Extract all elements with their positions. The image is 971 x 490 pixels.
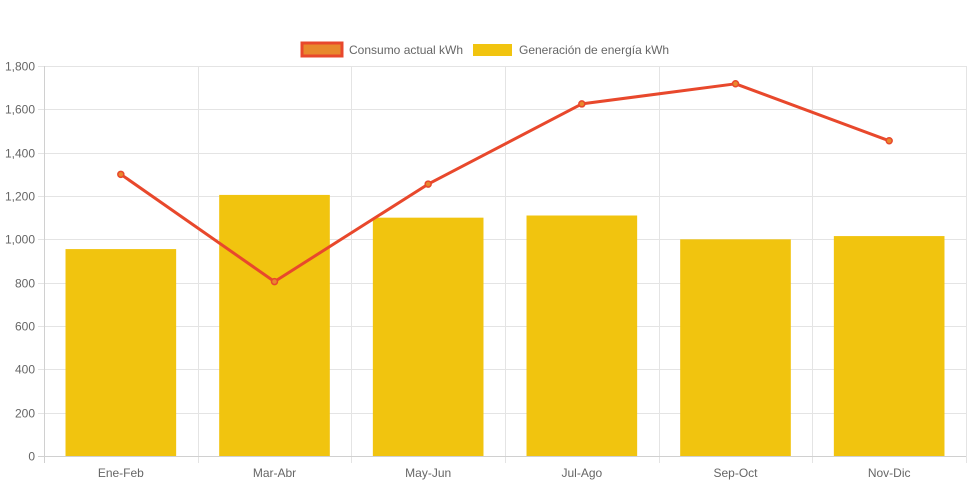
point-consumo-sep-oct (731, 80, 740, 88)
x-tick-label: Jul-Ago (561, 466, 602, 480)
legend-item-consumo[interactable]: Consumo actual kWh (300, 41, 463, 58)
point-consumo-jul-ago (578, 100, 586, 108)
y-tick-label: 1,800 (5, 60, 35, 74)
point-consumo-may-jun (424, 180, 432, 188)
bar-generacion-nov-dic (833, 236, 945, 456)
legend-item-generacion[interactable]: Generación de energía kWh (473, 43, 669, 57)
x-tick-label: Mar-Abr (253, 466, 296, 480)
legend-swatch-consumo (300, 41, 344, 58)
line-path-consumo (119, 82, 890, 284)
x-tick-label: May-Jun (405, 466, 451, 480)
bar-series-generacion (65, 194, 945, 456)
point-consumo-mar-abr (270, 277, 279, 286)
y-tick-label: 600 (15, 320, 35, 334)
line-series-consumo (117, 80, 893, 286)
legend-label-consumo: Consumo actual kWh (349, 43, 463, 57)
y-tick-label: 800 (15, 277, 35, 291)
bar-generacion-jul-ago (526, 215, 638, 456)
y-axis: 0 200 400 600 800 1,000 1,200 1,400 1,600 1,800 (5, 60, 45, 464)
x-axis: Ene-Feb Mar-Abr May-Jun Jul-Ago Sep-Oct Nov-D… (38, 456, 966, 480)
y-tick-label: 200 (15, 407, 35, 421)
legend-label-generacion: Generación de energía kWh (519, 43, 669, 57)
x-tick-label: Nov-Dic (868, 466, 911, 480)
legend-swatch-generacion (473, 44, 512, 56)
y-tick-label: 1,400 (5, 147, 35, 161)
y-tick-label: 1,600 (5, 103, 35, 117)
y-tick-label: 400 (15, 363, 35, 377)
point-consumo-ene-feb (117, 170, 125, 179)
y-tick-label: 1,000 (5, 233, 35, 247)
gridlines (38, 66, 967, 463)
bar-generacion-may-jun (372, 217, 484, 456)
legend: Consumo actual kWh Generación de energía… (300, 41, 669, 58)
bar-generacion-mar-abr (219, 194, 330, 456)
x-tick-label: Sep-Oct (713, 466, 758, 480)
x-tick-label: Ene-Feb (98, 466, 144, 480)
point-consumo-nov-dic (885, 137, 893, 145)
bar-generacion-ene-feb (65, 249, 177, 456)
y-tick-label: 0 (28, 450, 35, 464)
y-tick-label: 1,200 (5, 190, 35, 204)
bar-generacion-sep-oct (680, 239, 791, 456)
